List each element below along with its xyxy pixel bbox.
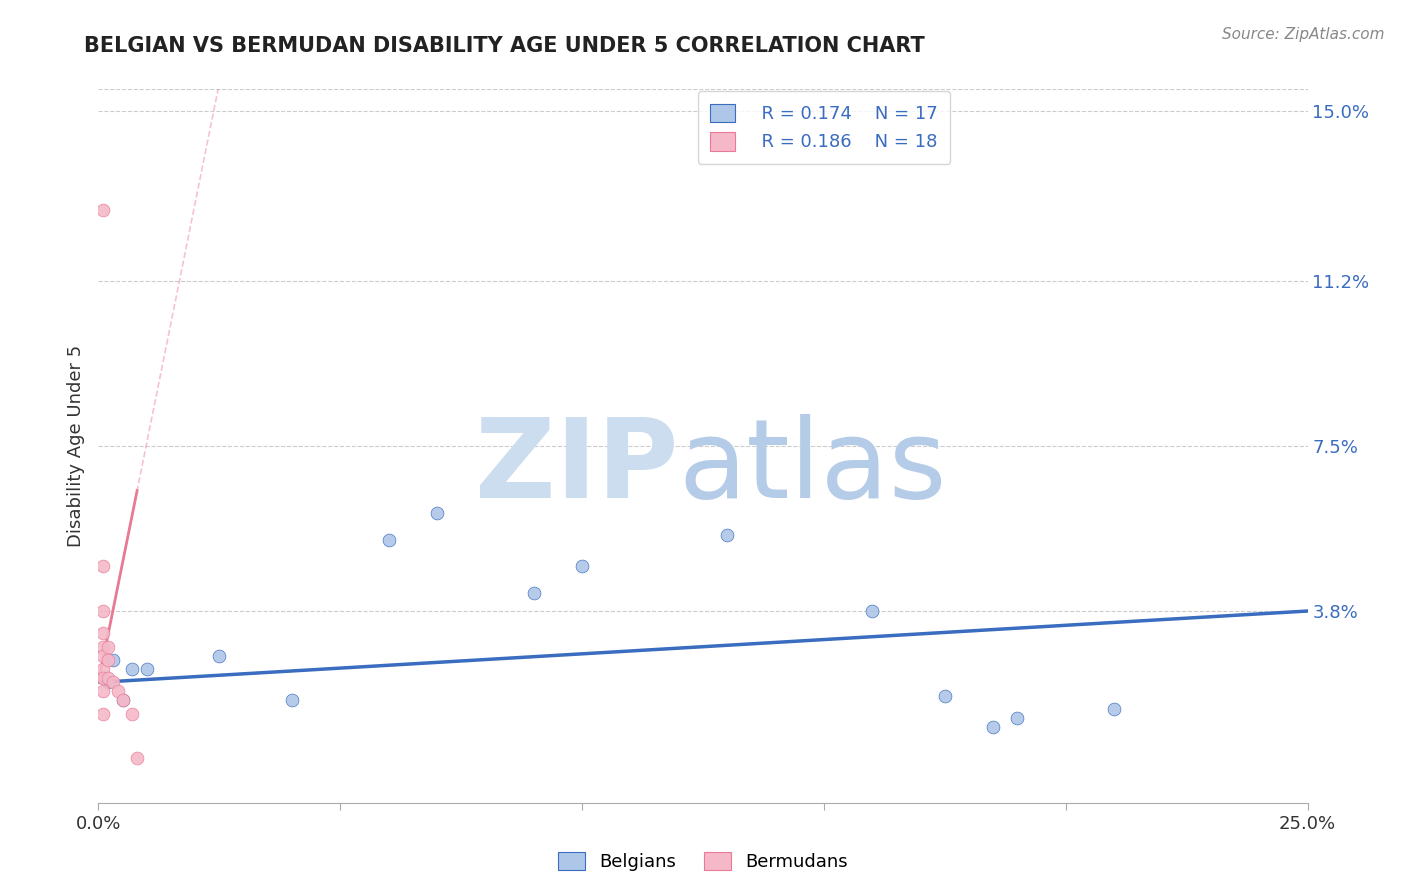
Point <box>1007 711 1029 725</box>
Point <box>121 662 143 676</box>
Point <box>426 506 449 520</box>
Y-axis label: Disability Age Under 5: Disability Age Under 5 <box>66 345 84 547</box>
Text: BELGIAN VS BERMUDAN DISABILITY AGE UNDER 5 CORRELATION CHART: BELGIAN VS BERMUDAN DISABILITY AGE UNDER… <box>84 36 925 55</box>
Point <box>716 528 738 542</box>
Point <box>860 604 883 618</box>
Point <box>101 653 124 667</box>
Point <box>91 640 114 654</box>
Text: atlas: atlas <box>679 414 948 521</box>
Text: Source: ZipAtlas.com: Source: ZipAtlas.com <box>1222 27 1385 42</box>
Point <box>121 706 143 721</box>
Point <box>97 640 120 654</box>
Point <box>934 689 956 703</box>
Point <box>91 648 114 663</box>
Point <box>111 693 134 707</box>
Point <box>91 662 114 676</box>
Point <box>107 684 129 698</box>
Point <box>91 706 114 721</box>
Point <box>91 202 114 217</box>
Point <box>981 720 1004 734</box>
Point <box>97 653 120 667</box>
Point <box>97 675 120 690</box>
Point <box>91 671 114 685</box>
Point <box>111 693 134 707</box>
Point <box>91 559 114 574</box>
Point <box>281 693 304 707</box>
Point <box>97 671 120 685</box>
Point <box>91 626 114 640</box>
Point <box>135 662 157 676</box>
Point <box>127 751 149 765</box>
Legend: Belgians, Bermudans: Belgians, Bermudans <box>551 845 855 879</box>
Point <box>1102 702 1125 716</box>
Point <box>91 684 114 698</box>
Point <box>377 533 399 547</box>
Text: ZIP: ZIP <box>475 414 679 521</box>
Point <box>91 604 114 618</box>
Point <box>571 559 593 574</box>
Point <box>208 648 231 663</box>
Legend:   R = 0.174    N = 17,   R = 0.186    N = 18: R = 0.174 N = 17, R = 0.186 N = 18 <box>697 91 950 164</box>
Point <box>101 675 124 690</box>
Point <box>523 586 546 600</box>
